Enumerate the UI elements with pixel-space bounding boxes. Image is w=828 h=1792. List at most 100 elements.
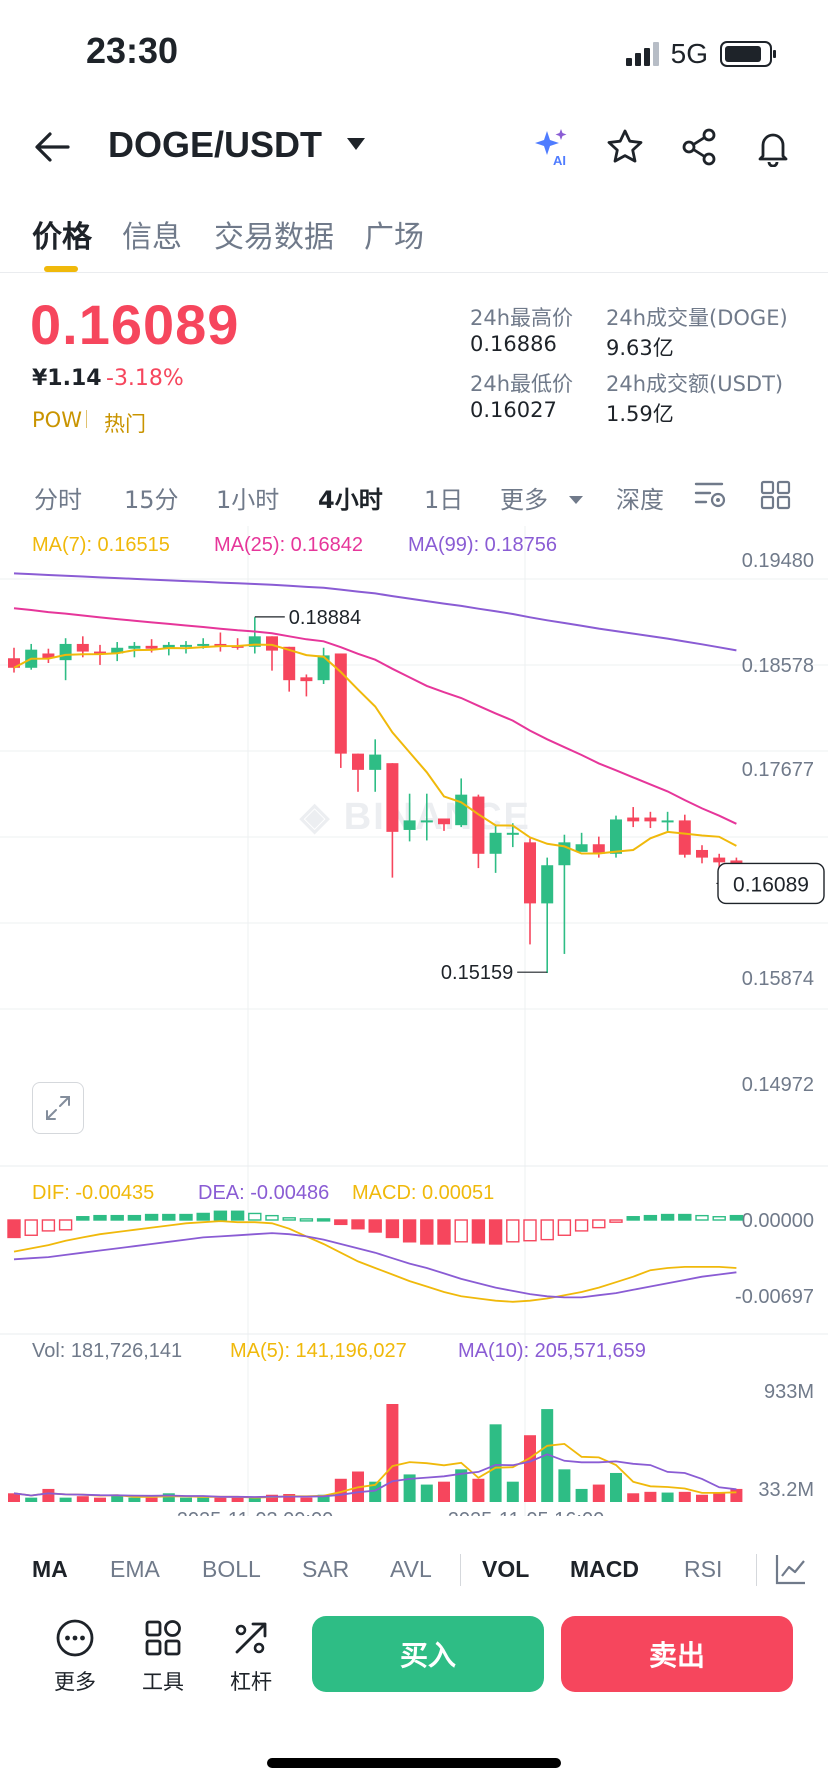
tag-hot[interactable]: 热门 <box>104 412 146 436</box>
interval-more[interactable]: 更多 <box>500 486 548 514</box>
price-axis-label: 0.15874 <box>742 968 814 990</box>
binance-watermark: ◈ BINANCE <box>299 796 531 838</box>
indicator-settings-icon[interactable] <box>774 1552 808 1590</box>
volume-bar <box>713 1493 726 1502</box>
vol-legend: Vol: 181,726,141 <box>32 1340 183 1362</box>
high-label: 24h最高价 <box>470 306 574 330</box>
candle-body <box>541 865 554 904</box>
ai-sparkle-icon[interactable]: AI <box>526 122 576 172</box>
tab-info[interactable]: 信息 <box>122 220 182 255</box>
indicator-sar[interactable]: SAR <box>302 1556 350 1582</box>
volume-bar <box>266 1494 278 1502</box>
candle-body <box>352 753 364 770</box>
layout-grid-icon[interactable] <box>760 480 792 514</box>
home-indicator[interactable] <box>267 1758 561 1768</box>
pair-selector[interactable]: DOGE/USDT <box>108 124 323 165</box>
candle-body <box>145 645 158 649</box>
macd-bar <box>368 1219 382 1233</box>
interval-1d[interactable]: 1日 <box>424 486 464 514</box>
more-button[interactable]: 更多 <box>40 1618 110 1696</box>
tab-square[interactable]: 广场 <box>364 220 424 255</box>
caret-down-icon[interactable] <box>346 136 366 155</box>
vol-ma10-legend: MA(10): 205,571,659 <box>458 1340 646 1362</box>
candle-body <box>248 636 261 647</box>
tag-pow[interactable]: POW <box>32 408 82 432</box>
macd-bar <box>592 1219 606 1229</box>
leverage-button[interactable]: 杠杆 <box>216 1618 286 1696</box>
volume-bar <box>386 1404 399 1502</box>
volume-bar <box>403 1474 416 1502</box>
volume-bar <box>489 1424 502 1502</box>
macd-bar <box>24 1219 38 1236</box>
volume-bar <box>730 1488 743 1502</box>
candle-body <box>369 754 382 770</box>
interval-timeline[interactable]: 分时 <box>34 486 82 514</box>
volume-bar <box>317 1494 330 1502</box>
bell-icon[interactable] <box>748 122 798 172</box>
volume-bar <box>214 1497 227 1502</box>
volume-bar <box>162 1493 175 1502</box>
indicator-boll[interactable]: BOLL <box>202 1556 261 1582</box>
share-icon[interactable] <box>674 122 724 172</box>
candle-body <box>696 849 708 858</box>
indicator-avl[interactable]: AVL <box>390 1556 432 1582</box>
macd-dif-line <box>13 1220 737 1303</box>
candle-body <box>334 653 347 754</box>
volume-bar <box>472 1478 485 1502</box>
interval-depth[interactable]: 深度 <box>616 486 664 514</box>
ma99-legend: MA(99): 0.18756 <box>408 534 557 556</box>
volume-bar <box>610 1472 622 1502</box>
back-arrow-icon <box>35 132 70 162</box>
interval-4h[interactable]: 4小时 <box>318 486 383 514</box>
sell-button[interactable]: 卖出 <box>561 1616 793 1692</box>
macd-bar <box>574 1219 589 1232</box>
caret-down-icon[interactable] <box>568 490 584 509</box>
volume-bar <box>524 1435 536 1502</box>
macd-bar <box>316 1218 331 1222</box>
tools-label: 工具 <box>142 1670 184 1694</box>
chart-settings-icon[interactable] <box>694 480 728 514</box>
fullscreen-button[interactable] <box>32 1082 84 1134</box>
candle-body <box>300 677 313 682</box>
indicator-rsi[interactable]: RSI <box>684 1556 723 1582</box>
volume-bar <box>94 1497 106 1502</box>
volume-bar <box>644 1491 657 1502</box>
macd-bar <box>678 1213 692 1221</box>
macd-bar <box>162 1213 176 1221</box>
back-button[interactable] <box>28 122 78 172</box>
volume-bar <box>661 1492 674 1502</box>
tab-trading-data[interactable]: 交易数据 <box>214 220 334 255</box>
volume-bar <box>76 1496 89 1502</box>
indicator-macd[interactable]: MACD <box>570 1556 639 1582</box>
macd-bar <box>471 1219 486 1244</box>
macd-bar <box>729 1214 744 1221</box>
indicator-ema[interactable]: EMA <box>110 1556 160 1582</box>
macd-bar <box>282 1217 296 1221</box>
high-value: 0.16886 <box>470 332 557 356</box>
favorite-star-icon[interactable] <box>600 122 650 172</box>
macd-bar <box>660 1213 675 1221</box>
vol-ma5-legend: MA(5): 141,196,027 <box>230 1340 407 1362</box>
macd-bar <box>557 1219 572 1236</box>
interval-15m[interactable]: 15分 <box>124 486 179 514</box>
buy-button[interactable]: 买入 <box>312 1616 544 1692</box>
low-marker-label: 0.15159 <box>441 962 513 984</box>
volume-bar <box>283 1494 296 1502</box>
ma7-legend: MA(7): 0.16515 <box>32 534 170 556</box>
kline-chart[interactable]: ◈ BINANCE 0.194800.185780.176770.167750.… <box>0 526 828 1516</box>
interval-1h[interactable]: 1小时 <box>216 486 280 514</box>
candle-body <box>678 820 691 855</box>
indicator-vol[interactable]: VOL <box>482 1556 530 1582</box>
volume-bar <box>506 1481 519 1502</box>
indicator-ma[interactable]: MA <box>32 1556 68 1582</box>
tab-price[interactable]: 价格 <box>32 220 92 255</box>
tools-button[interactable]: 工具 <box>128 1618 198 1696</box>
volume-value: 9.63亿 <box>606 336 674 360</box>
ma25-line <box>13 607 737 825</box>
candle-body <box>317 655 330 681</box>
volume-bar <box>627 1493 640 1502</box>
vol-ma5-line <box>13 1442 737 1499</box>
candle-body <box>59 643 72 661</box>
candle-body <box>489 832 502 854</box>
ma99-line <box>13 572 737 652</box>
